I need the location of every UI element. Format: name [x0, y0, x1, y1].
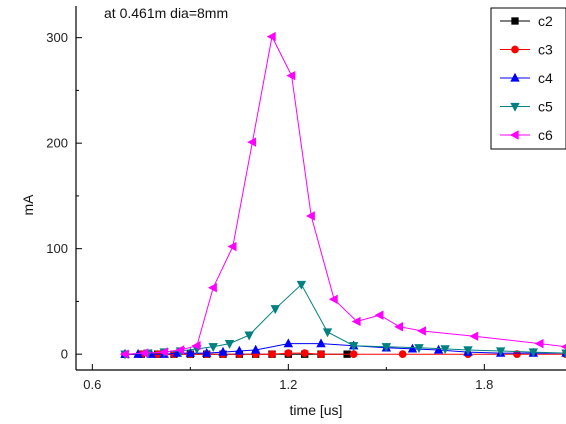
y-axis-label: mA	[20, 194, 36, 216]
data-point-c3	[398, 350, 407, 359]
data-point-c4	[201, 347, 212, 357]
x-tick-label: 0.6	[83, 377, 101, 392]
data-point-c5	[270, 305, 280, 315]
y-tick-label: 200	[46, 136, 68, 151]
data-point-c6	[227, 241, 237, 252]
data-point-c6	[286, 70, 296, 81]
legend-marker	[509, 130, 519, 140]
data-point-c6	[139, 348, 149, 358]
legend-marker	[511, 17, 519, 25]
data-point-c6	[158, 347, 168, 357]
y-tick-label: 0	[61, 347, 68, 362]
data-point-c6	[351, 316, 361, 327]
legend-label: c5	[538, 99, 553, 115]
data-point-c4	[185, 347, 196, 357]
data-point-c6	[417, 326, 426, 336]
data-point-c4	[316, 338, 326, 348]
legend-marker	[510, 102, 520, 112]
data-point-c5	[381, 343, 392, 353]
data-point-c6	[247, 137, 257, 147]
legend-label: c4	[538, 70, 553, 86]
data-point-c5	[440, 345, 450, 355]
legend-item-c5: c5	[500, 99, 553, 115]
data-point-c6	[534, 338, 544, 349]
data-point-c4	[250, 344, 261, 354]
data-point-c5	[322, 328, 333, 338]
legend: c2 c3 c4 c5 c6	[490, 7, 566, 150]
legend-label: c3	[538, 42, 553, 58]
data-point-c5	[495, 347, 506, 357]
legend-item-c3: c3	[500, 42, 553, 58]
data-point-c3	[513, 350, 521, 359]
data-point-c6	[191, 341, 201, 351]
data-point-c6	[266, 31, 276, 42]
data-point-c4	[234, 345, 245, 355]
legend-label: c2	[538, 13, 553, 29]
data-point-c6	[374, 310, 384, 320]
data-point-c6	[119, 349, 129, 359]
data-point-c6	[560, 344, 566, 350]
data-point-c5	[561, 349, 566, 359]
data-point-c3	[349, 350, 358, 359]
legend-label: c6	[538, 127, 553, 143]
legend-item-c4: c4	[500, 70, 553, 86]
x-tick-label: 1.8	[475, 377, 493, 392]
data-point-c5	[348, 342, 359, 351]
data-point-c3	[317, 350, 325, 359]
data-point-c6	[305, 211, 315, 221]
data-point-c4	[218, 346, 228, 356]
data-point-c6	[328, 294, 338, 305]
legend-item-c2: c2	[500, 13, 553, 29]
data-point-c6	[469, 331, 479, 341]
legend-marker	[511, 45, 519, 54]
data-point-c3	[300, 349, 309, 357]
data-point-c5	[528, 348, 539, 358]
data-point-c3	[268, 350, 276, 359]
data-point-c3	[284, 349, 293, 357]
data-point-c5	[414, 344, 424, 354]
y-tick-label: 300	[46, 30, 68, 45]
data-point-c5	[296, 280, 307, 290]
data-point-c4	[407, 343, 418, 353]
data-point-c5	[244, 331, 254, 341]
series-c6	[119, 31, 566, 359]
data-point-c4	[433, 344, 444, 354]
data-point-c5	[463, 346, 473, 356]
data-point-c6	[207, 283, 217, 293]
x-axis-label: time [us]	[290, 402, 343, 418]
data-point-c5	[208, 343, 218, 353]
data-point-c6	[175, 345, 185, 355]
chart-annotation: at 0.461m dia=8mm	[104, 5, 228, 21]
data-point-c6	[394, 322, 404, 332]
legend-marker	[510, 72, 520, 82]
legend-item-c6: c6	[500, 127, 553, 143]
data-point-c5	[224, 339, 235, 349]
x-tick-label: 1.2	[279, 377, 297, 392]
y-tick-label: 100	[46, 241, 68, 256]
plot-area	[76, 6, 566, 370]
data-point-c4	[283, 338, 294, 348]
